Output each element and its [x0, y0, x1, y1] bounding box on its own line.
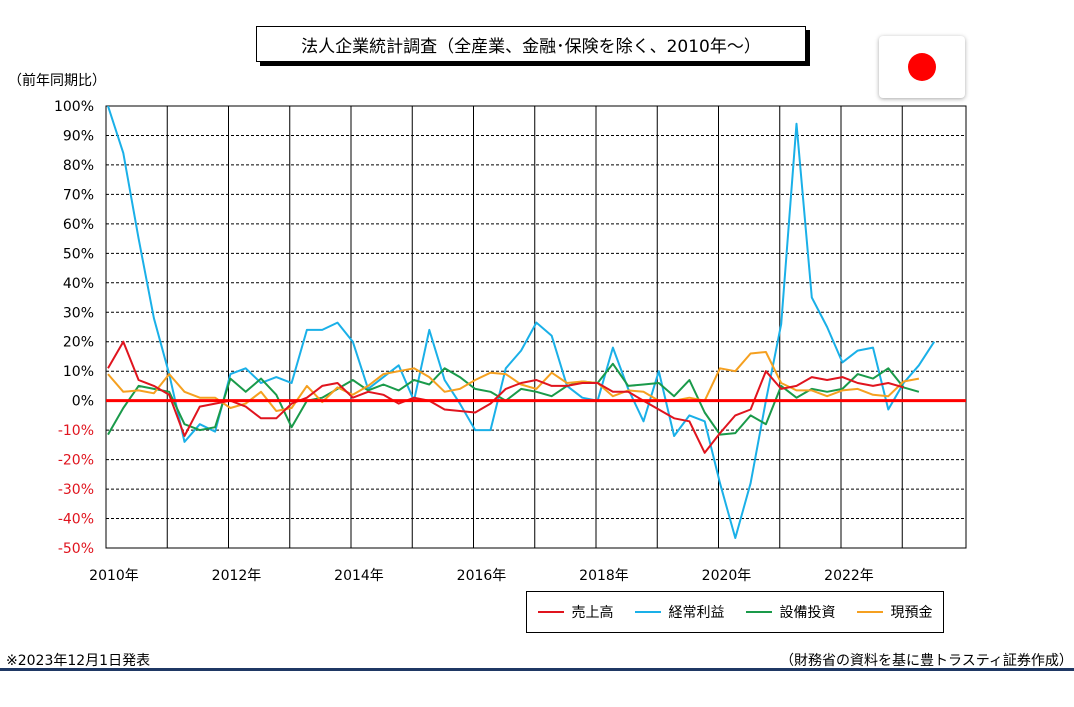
x-tick-label: 2010年 — [89, 568, 139, 584]
y-tick-label: -50% — [58, 541, 94, 557]
source-note: （財務省の資料を基に豊トラスティ証券作成） — [780, 653, 1073, 669]
legend-label-capex: 設備投資 — [779, 605, 836, 621]
x-tick-label: 2016年 — [457, 568, 507, 584]
series-line-0 — [107, 340, 904, 454]
japan-flag-icon — [879, 36, 965, 98]
series-line-3 — [107, 351, 920, 412]
y-tick-label: 50% — [63, 246, 94, 262]
line-chart: 100% 90% 80% 70% 60% 50% 40% 30% 20% 10% 0% -10% -20… — [54, 99, 967, 584]
x-tick-label: 2020年 — [702, 568, 752, 584]
legend-item-cash: 現預金 — [856, 602, 933, 622]
legend-swatch-ordinary-profit — [634, 611, 661, 613]
legend-swatch-capex — [745, 611, 772, 613]
plot-frame — [105, 105, 967, 549]
legend-label-ordinary-profit: 経常利益 — [668, 605, 725, 621]
y-tick-label: -20% — [58, 453, 94, 469]
chart-legend: 売上高 経常利益 設備投資 現預金 — [526, 591, 944, 633]
y-tick-label: 80% — [63, 158, 94, 174]
y-tick-label: 0% — [72, 394, 94, 410]
y-tick-label: -10% — [58, 423, 94, 439]
legend-label-sales: 売上高 — [571, 605, 614, 621]
y-tick-label: 40% — [63, 276, 94, 292]
y-tick-label: 70% — [63, 187, 94, 203]
x-tick-label: 2014年 — [334, 568, 384, 584]
x-tick-label: 2018年 — [579, 568, 629, 584]
legend-swatch-cash — [856, 611, 883, 613]
legend-item-capex: 設備投資 — [745, 602, 836, 622]
x-tick-label: 2022年 — [824, 568, 874, 584]
y-tick-label: 20% — [63, 335, 94, 351]
y-tick-label: 90% — [63, 128, 94, 144]
legend-label-cash: 現預金 — [890, 605, 933, 621]
y-tick-label: 100% — [54, 99, 94, 115]
series-line-1 — [107, 106, 936, 539]
release-date-note: ※2023年12月1日発表 — [6, 653, 151, 669]
bottom-rule — [0, 668, 1074, 671]
y-tick-label: 10% — [63, 364, 94, 380]
y-tick-label: 60% — [63, 217, 94, 233]
y-tick-label: -40% — [58, 512, 94, 528]
chart-title: 法人企業統計調査（全産業、金融･保険を除く、2010年～） — [256, 26, 806, 62]
y-tick-label: 30% — [63, 305, 94, 321]
y-tick-label: -30% — [58, 482, 94, 498]
flag-red-disc — [908, 53, 936, 81]
x-tick-label: 2012年 — [212, 568, 262, 584]
legend-swatch-sales — [537, 611, 564, 613]
y-axis-unit-label: （前年同期比） — [8, 73, 106, 89]
legend-item-sales: 売上高 — [537, 602, 614, 622]
legend-item-ordinary-profit: 経常利益 — [634, 602, 725, 622]
